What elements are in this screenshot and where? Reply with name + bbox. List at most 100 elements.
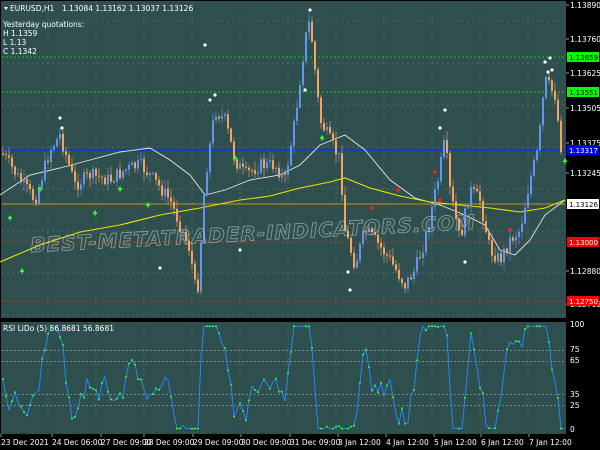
rsi-dot: [257, 391, 259, 394]
candle: [497, 247, 499, 265]
white-signal-dot: [303, 88, 307, 92]
candle: [8, 147, 10, 164]
buy-arrow-icon: [7, 215, 13, 221]
red-signal-dot: [396, 188, 400, 192]
candle: [128, 161, 130, 177]
candle: [194, 259, 196, 285]
yesterday-high: H 1.1359: [3, 29, 37, 38]
candle: [2, 147, 4, 157]
rsi-dot: [71, 417, 73, 420]
candle: [377, 231, 379, 251]
candle: [65, 146, 67, 163]
white-signal-dot: [548, 56, 552, 60]
rsi-dot: [23, 411, 25, 414]
quotes-title: Yesterday quotations:: [2, 20, 84, 29]
candle: [188, 233, 190, 257]
rsi-dot: [65, 381, 67, 384]
candle: [518, 228, 520, 245]
rsi-dot: [341, 427, 343, 430]
price-tag: 1.13551: [567, 87, 599, 97]
candle: [197, 273, 199, 295]
rsi-dot: [359, 382, 361, 385]
candle: [62, 130, 64, 156]
ohlc-values: 1.13084 1.13162 1.13037 1.13126: [62, 4, 193, 13]
rsi-dot: [152, 393, 154, 396]
rsi-dot: [122, 396, 124, 399]
candle: [455, 193, 457, 221]
candle: [482, 197, 484, 230]
candle: [395, 260, 397, 273]
main-chart-area[interactable]: [1, 1, 566, 318]
rsi-dot: [350, 425, 352, 428]
candle: [374, 228, 376, 237]
candle: [356, 253, 358, 269]
time-axis-label: 29 Dec 09:00: [193, 438, 244, 447]
rsi-dot: [458, 427, 460, 430]
rsi-subwindow-area[interactable]: [1, 322, 566, 434]
candle: [527, 185, 529, 210]
candle: [545, 75, 547, 101]
rsi-dot: [482, 392, 484, 395]
candle: [443, 134, 445, 161]
rsi-dot: [32, 394, 34, 397]
candle: [536, 147, 538, 163]
candle: [173, 196, 175, 216]
price-axis-label: 1.13245: [570, 169, 600, 178]
dropdown-triangle-icon[interactable]: [4, 7, 8, 10]
candle: [179, 215, 181, 240]
candlestick-series: [2, 13, 562, 295]
rsi-dot: [527, 325, 529, 328]
candle: [554, 82, 556, 104]
rsi-dot: [215, 325, 217, 328]
rsi-dot: [209, 325, 211, 328]
rsi-dot: [125, 375, 127, 378]
yellow-moving-average-line: [0, 177, 566, 263]
candle: [227, 109, 229, 134]
rsi-dot: [398, 422, 400, 425]
rsi-dot: [107, 390, 109, 393]
time-axis-label: 7 Jan 12:00: [529, 438, 572, 447]
rsi-axis: 100 75 65 35 25 0: [570, 320, 585, 434]
candle: [320, 94, 322, 129]
candle: [23, 170, 25, 191]
candle: [485, 214, 487, 234]
rsi-axis-label: 35: [570, 390, 580, 399]
yesterday-close: C 1.1342: [3, 47, 37, 56]
symbol-label: EURUSD,H1: [10, 4, 54, 13]
rsi-dot: [506, 348, 508, 351]
candle: [125, 167, 127, 176]
rsi-dot: [77, 407, 79, 410]
candle: [410, 273, 412, 281]
price-axis-label: 1.12880: [570, 267, 600, 276]
candle: [77, 173, 79, 198]
rsi-dot: [305, 325, 307, 328]
candle: [461, 223, 463, 237]
candle: [317, 66, 319, 103]
candle: [86, 168, 88, 180]
candle: [218, 114, 220, 123]
rsi-dot: [80, 392, 82, 395]
chart-header: EURUSD,H1 1.13084 1.13162 1.13037 1.1312…: [2, 4, 193, 56]
candle: [284, 169, 286, 183]
rsi-dot: [218, 332, 220, 335]
candle: [368, 224, 370, 234]
candle: [83, 168, 85, 189]
candle: [380, 237, 382, 256]
candle: [542, 95, 544, 132]
white-moving-average-line: [0, 134, 566, 256]
candle: [323, 118, 325, 132]
candle: [230, 127, 232, 144]
candle: [530, 171, 532, 199]
candle: [167, 180, 169, 204]
candle: [302, 57, 304, 89]
white-signal-dot: [213, 93, 217, 97]
candle: [5, 149, 7, 161]
rsi-dot: [479, 387, 481, 390]
candle: [203, 191, 205, 244]
rsi-dot: [239, 402, 241, 405]
rsi-dot: [62, 343, 64, 346]
rsi-dot: [425, 329, 427, 332]
candle: [233, 136, 235, 165]
